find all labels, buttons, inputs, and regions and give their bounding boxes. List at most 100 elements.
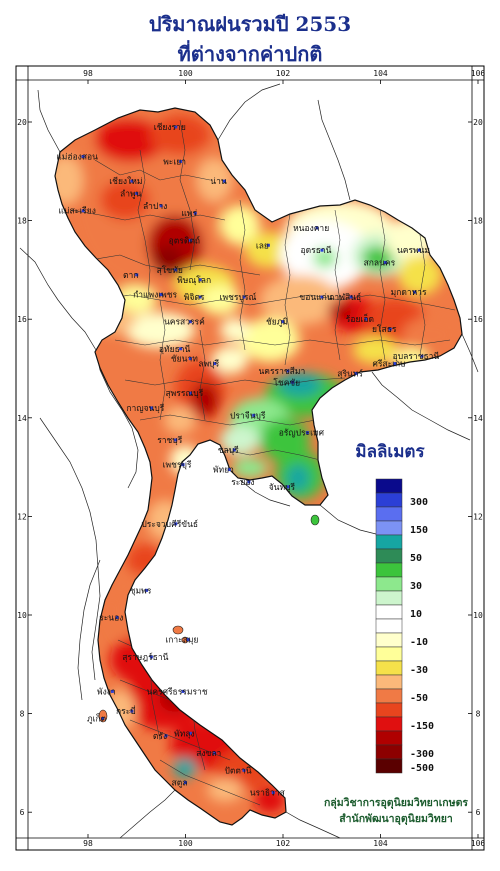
station-dot [135,273,139,277]
station-dot [227,468,231,472]
station-dot [164,734,168,738]
station-dot [159,293,163,297]
legend-swatch [375,492,403,508]
station-dot [364,317,368,321]
place-label: พัทยา [213,466,234,476]
lon-tick-top: 106 [471,69,486,78]
place-label: พิจิตร [184,293,205,303]
legend-swatch [375,702,403,718]
place-label: ปัตตานี [224,765,251,776]
station-dot [130,179,134,183]
legend-swatch [375,674,403,690]
place-label: ลพบุรี [198,359,219,370]
legend-label: -30 [410,665,428,676]
place-label: มุกดาหาร [391,288,427,298]
credit-line-2: สำนักพัฒนาอุตุนิยมวิทยา [339,813,453,825]
station-dot [252,413,256,417]
place-label: ตาก [123,271,138,281]
place-label: กำแพงเพชร [133,291,177,301]
station-dot [81,209,85,213]
place-label: ชลบุรี [218,445,239,456]
legend-label: -50 [410,693,428,704]
place-label: ลำพูน [120,189,142,199]
station-dot [193,211,197,215]
place-label: นครศรีธรรมราช [147,686,208,697]
legend-label: 150 [410,525,428,536]
station-dot [110,689,114,693]
legend-swatch [375,758,403,774]
legend-swatch [375,660,403,676]
legend-label: 300 [410,497,428,508]
place-label: ยโสธร [372,324,397,335]
station-dot [181,463,185,467]
station-dot [223,179,226,183]
place-label: สกลนคร [364,259,396,269]
lat-tick-right: 8 [476,710,481,719]
station-dot [320,295,324,299]
legend-swatch [375,506,403,522]
lat-tick-left: 8 [20,710,25,719]
place-label: ระนอง [99,613,123,623]
station-dot [393,362,397,366]
place-label: พะเยา [163,157,186,167]
station-dot [242,295,246,299]
place-label: แม่ฮ่องสอน [56,153,98,163]
map-title: ปริมาณฝนรวมปี 2553 [148,12,352,36]
legend-swatch [375,590,403,606]
station-dot [413,290,417,294]
place-label: สุโขทัย [157,265,183,276]
station-dot [286,369,290,373]
lon-tick-bottom: 102 [276,839,291,848]
station-dot [135,191,139,195]
legend-swatch [375,730,403,746]
lon-tick-bottom: 106 [471,839,486,848]
place-label: นครราชสีมา [259,366,306,377]
place-label: ตรัง [153,732,167,742]
lat-tick-right: 20 [473,118,483,127]
station-dot [213,751,217,755]
place-label: ชุมพร [130,586,152,596]
station-dot [281,320,285,324]
station-dot [242,768,246,772]
place-label: หนองคาย [293,224,329,234]
lon-tick-top: 104 [373,69,388,78]
legend-swatch [375,520,403,536]
station-dot [188,391,192,395]
lat-tick-right: 10 [473,611,483,620]
legend-swatch [375,716,403,732]
legend: 300 150 50 30 10 -10 -30 -50 -150 -300 -500 [375,478,434,774]
station-dot [188,320,192,324]
place-label: นครสวรรค์ [164,317,205,328]
lat-tick-left: 14 [17,414,27,423]
place-label: ลำปาง [143,202,167,212]
station-dot [184,781,187,785]
station-dot [354,371,358,375]
place-label: อรัญประเทศ [279,429,325,439]
legend-swatch [375,576,403,592]
station-dot [149,406,153,410]
place-label: ชัยนาท [171,355,198,365]
place-label: น่าน [210,177,227,187]
lat-tick-left: 16 [17,315,27,324]
station-dot [320,248,324,252]
place-label: แพร่ [181,209,197,219]
station-dot [198,295,202,299]
place-label: ราชบุรี [157,435,183,446]
station-dot [266,243,270,247]
place-label: สุรินทร์ [337,368,363,379]
place-label: ศรีสะเกษ [372,359,406,370]
lat-tick-left: 6 [20,808,25,817]
lon-tick-top: 98 [83,69,93,78]
station-dot [174,522,178,526]
place-label: ระยอง [231,478,254,488]
place-label: อุดรธานี [301,245,332,256]
place-label: อุบลราชธานี [393,351,440,362]
station-dot [247,480,251,484]
place-label: เกาะสมุย [165,636,198,646]
station-dot [383,261,387,265]
place-label: กระบี่ [116,705,136,717]
lat-tick-right: 6 [476,808,481,817]
lon-tick-top: 102 [276,69,291,78]
lat-tick-right: 18 [473,217,483,226]
